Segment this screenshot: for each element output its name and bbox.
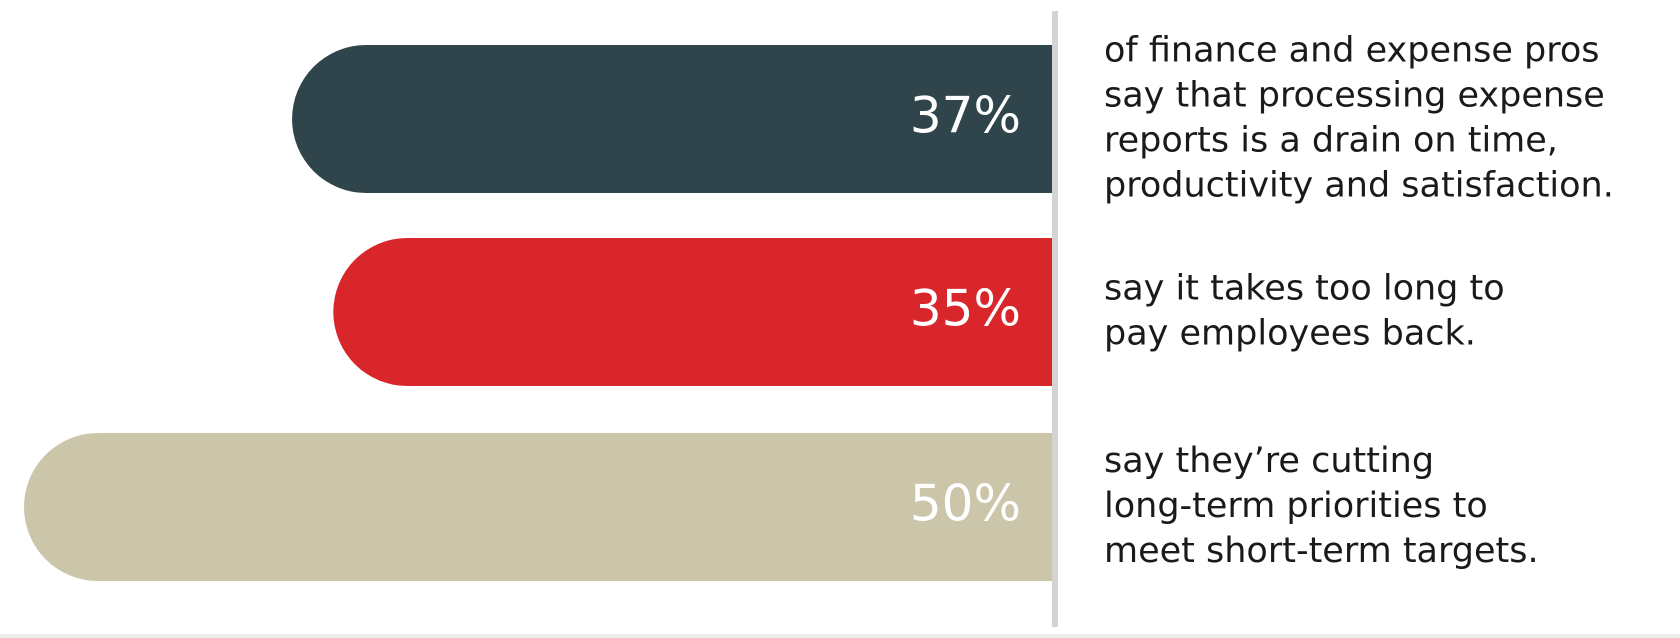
category-label: of finance and expense pros (1104, 31, 1600, 71)
category-label: long-term priorities to (1104, 486, 1488, 526)
category-label: pay employees back. (1104, 314, 1476, 354)
category-label: reports is a drain on time, (1104, 121, 1558, 161)
value-label: 37% (910, 87, 1021, 145)
category-label: say that processing expense (1104, 76, 1605, 116)
bar (333, 238, 1055, 386)
category-label: say they’re cutting (1104, 441, 1434, 481)
bar (24, 433, 1055, 581)
bar (292, 45, 1055, 193)
category-label: say it takes too long to (1104, 269, 1505, 309)
category-label: productivity and satisfaction. (1104, 166, 1614, 206)
category-label: meet short-term targets. (1104, 531, 1539, 571)
value-label: 35% (910, 280, 1021, 338)
value-label: 50% (910, 475, 1021, 533)
